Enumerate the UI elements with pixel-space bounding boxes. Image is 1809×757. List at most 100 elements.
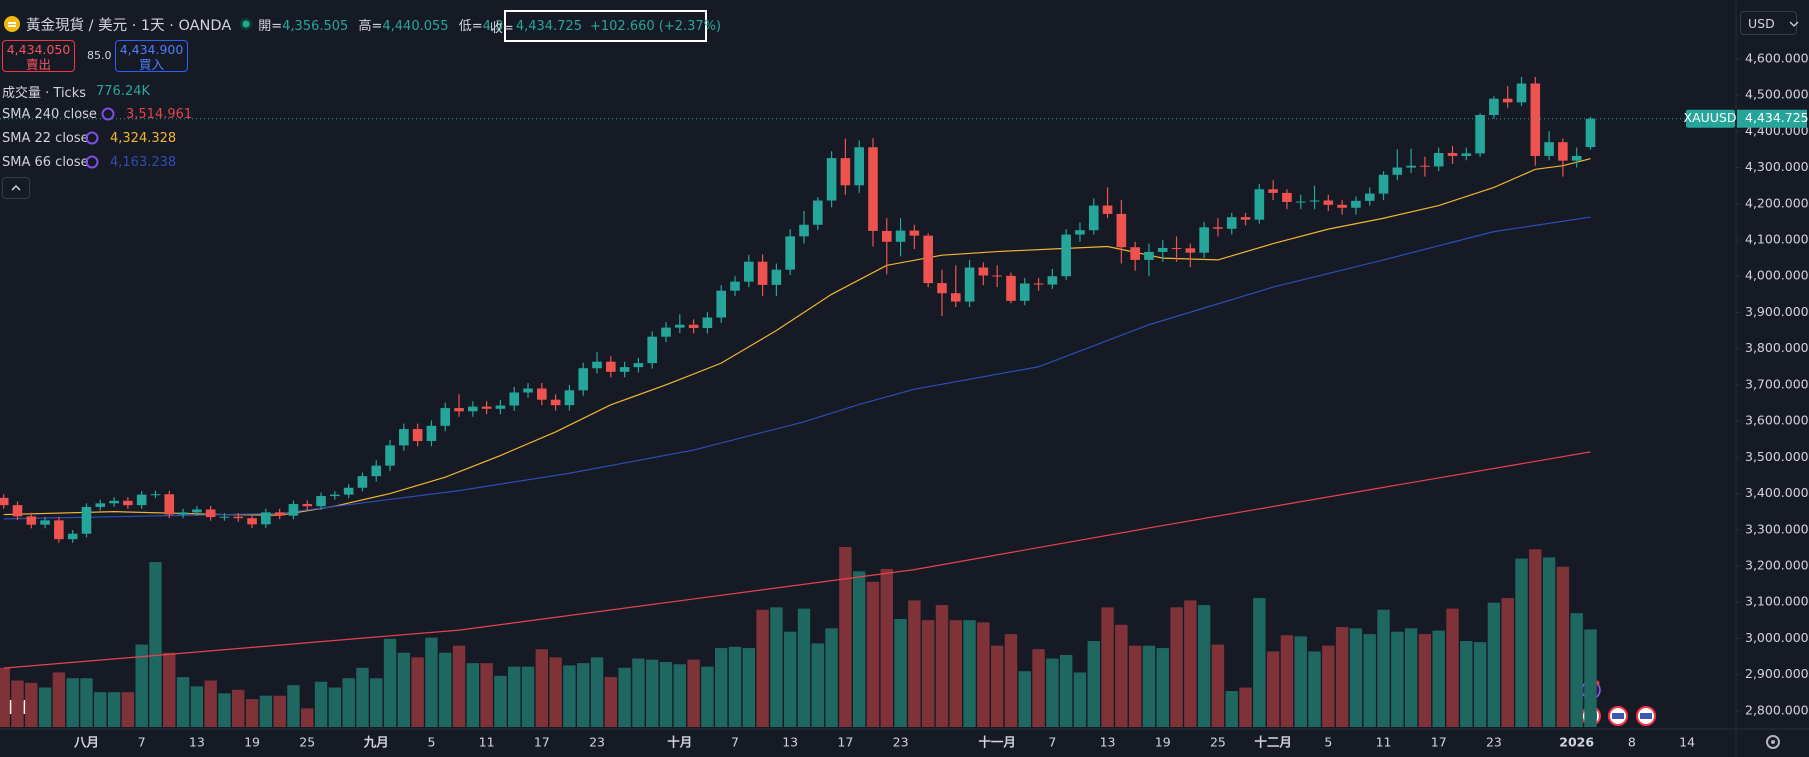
- volume-bar: [1128, 645, 1142, 727]
- candle-body: [1392, 167, 1403, 175]
- candle-body: [371, 465, 382, 477]
- candle-body: [288, 504, 299, 516]
- sell-button[interactable]: 4,434.050 賣出: [2, 40, 75, 72]
- candle-body: [702, 317, 713, 329]
- candle-body: [247, 518, 257, 525]
- candle-body: [440, 408, 451, 426]
- x-tick-label: 5: [427, 735, 435, 750]
- volume-legend: 成交量 · Ticks 776.24K: [2, 81, 150, 101]
- candle-body: [950, 293, 961, 302]
- candle-body: [233, 516, 244, 519]
- volume-bar: [1335, 627, 1349, 727]
- volume-bar: [1266, 651, 1280, 727]
- buy-button[interactable]: 4,434.900 買入: [115, 40, 188, 72]
- sma-legend-row: SMA 240 close 3,514.961: [2, 104, 192, 124]
- volume-bar: [66, 678, 79, 727]
- settings-button[interactable]: [1766, 735, 1780, 749]
- currency-dropdown[interactable]: USD: [1740, 11, 1799, 35]
- volume-bar: [287, 685, 300, 727]
- x-tick-label: 14: [1679, 735, 1695, 750]
- volume-bar: [1211, 644, 1225, 727]
- x-tick-label: 25: [1210, 735, 1226, 750]
- candle-body: [1061, 234, 1071, 277]
- volume-bar: [1225, 691, 1238, 727]
- candle-body: [1544, 142, 1554, 156]
- sma-value: 3,514.961: [126, 106, 193, 122]
- y-tick-label: 4,500.000: [1745, 87, 1809, 102]
- volume-bar: [1115, 624, 1128, 727]
- high-value: 4,440.055: [382, 18, 449, 34]
- candle-body: [647, 336, 658, 364]
- sma-name: SMA 66 close: [2, 154, 89, 170]
- volume-bar: [935, 605, 949, 727]
- volume-bar: [1501, 598, 1514, 727]
- volume-bar: [1184, 600, 1197, 727]
- volume-bar: [1073, 672, 1087, 727]
- candle-body: [592, 361, 602, 369]
- sma-line: [3, 158, 1591, 516]
- sma-value: 4,324.328: [110, 130, 177, 146]
- y-tick-label: 4,000.000: [1745, 268, 1809, 283]
- y-tick-label: 3,500.000: [1745, 449, 1809, 464]
- x-tick-label: 十月: [667, 735, 692, 750]
- candle-body: [1364, 193, 1375, 201]
- candle-body: [1282, 192, 1292, 202]
- x-tick-label: 19: [1155, 735, 1171, 750]
- sma-icon: [85, 131, 99, 145]
- volume-bar: [577, 663, 590, 727]
- candle-body: [205, 509, 216, 518]
- candle-body: [1489, 98, 1499, 116]
- candle-body: [40, 520, 50, 525]
- x-tick-label: 13: [782, 735, 798, 750]
- candle-body: [716, 290, 727, 318]
- candle-body: [1157, 247, 1168, 252]
- volume-bar: [232, 689, 245, 727]
- buy-price: 4,434.900: [119, 42, 184, 57]
- x-tick-label: 5: [1324, 735, 1332, 750]
- volume-bar: [301, 708, 314, 727]
- candle-body: [1323, 200, 1334, 205]
- candle-body: [454, 408, 464, 412]
- candles: [0, 76, 1596, 543]
- candle-body: [1033, 283, 1044, 285]
- volume-bar: [797, 608, 811, 727]
- volume-bar: [190, 686, 204, 727]
- candle-body: [1006, 275, 1016, 301]
- volume-bar: [521, 666, 535, 727]
- volume-bar: [135, 644, 148, 727]
- volume-bar: [452, 645, 466, 727]
- candle-body: [426, 425, 437, 442]
- volume-bar: [1556, 566, 1570, 727]
- candle-body: [261, 512, 271, 525]
- volume-name: 成交量 · Ticks: [2, 85, 86, 101]
- candle-body: [992, 275, 1002, 277]
- volume-bar: [908, 600, 921, 727]
- volume-bar: [1542, 557, 1556, 727]
- volume-bar: [383, 638, 397, 727]
- volume-bar: [1529, 549, 1542, 727]
- y-tick-label: 4,300.000: [1745, 159, 1809, 174]
- volume-bar: [176, 677, 190, 727]
- candle-body: [730, 281, 740, 291]
- change-value: +102.660 (+2.37%): [589, 18, 722, 34]
- symbol-tag: XAUUSD: [1684, 110, 1737, 125]
- candle-body: [109, 500, 119, 504]
- x-tick-label: 13: [1100, 735, 1116, 750]
- candle-body: [136, 494, 147, 506]
- candle-body: [909, 230, 920, 236]
- symbol-title[interactable]: 黃金現貨 / 美元 · 1天 · OANDA: [26, 17, 232, 34]
- x-tick-label: 十二月: [1254, 735, 1292, 750]
- collapse-legend-button[interactable]: [2, 177, 30, 199]
- volume-bar: [356, 667, 369, 727]
- y-tick-label: 3,000.000: [1745, 630, 1809, 645]
- y-tick-label: 3,400.000: [1745, 485, 1809, 500]
- candle-body: [385, 445, 395, 466]
- candle-body: [1502, 98, 1513, 103]
- volume-bar: [1032, 649, 1045, 727]
- candle-body: [785, 236, 795, 270]
- sma-line: [3, 216, 1591, 520]
- candle-body: [1268, 189, 1278, 193]
- candle-body: [771, 269, 782, 285]
- candle-body: [1351, 200, 1361, 208]
